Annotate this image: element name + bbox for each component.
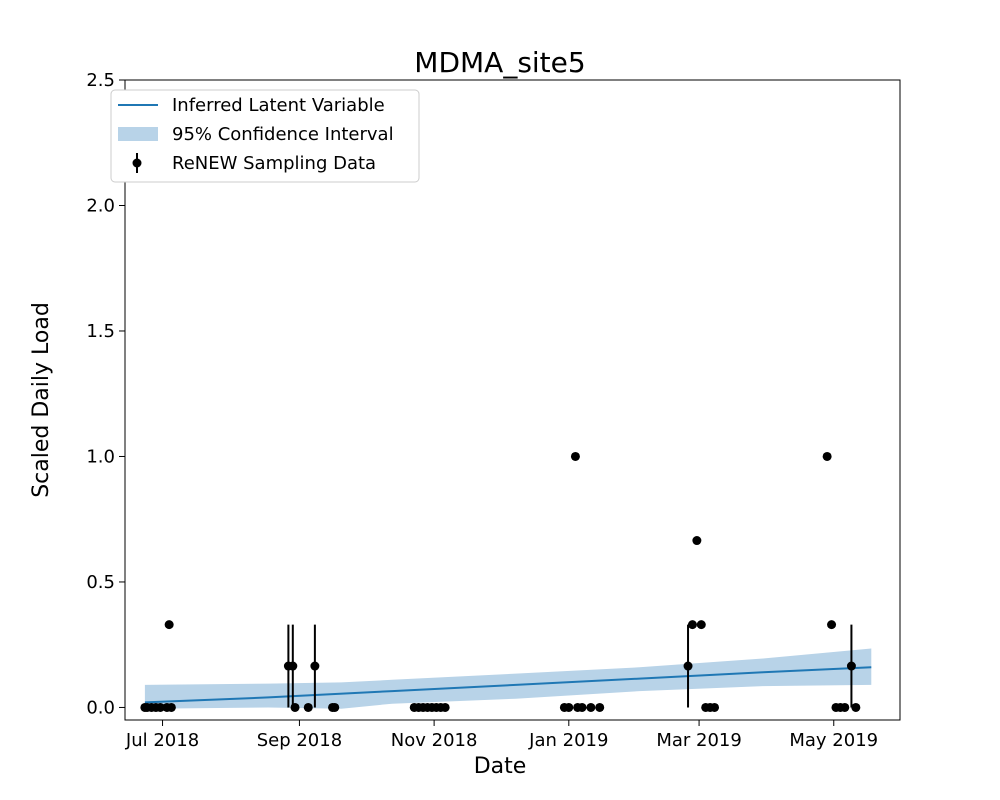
legend-entry-line: Inferred Latent Variable [172, 95, 385, 116]
data-point [570, 451, 580, 461]
x-tick-label: May 2019 [789, 730, 878, 751]
latent-line-layer [144, 666, 872, 704]
data-point [564, 702, 574, 712]
data-point [164, 620, 174, 630]
y-tick-label: 1.0 [86, 446, 115, 467]
x-tick-label: Jan 2019 [528, 730, 608, 751]
data-point [696, 620, 706, 630]
data-point [692, 536, 702, 546]
data-point [840, 702, 850, 712]
y-axis-ticks: 0.0 0.5 1.0 1.5 2.0 2.5 [86, 70, 125, 718]
data-point [440, 702, 450, 712]
plot-frame [124, 79, 901, 721]
legend-box [110, 89, 420, 183]
legend-entry-points: ReNEW Sampling Data [172, 153, 376, 174]
data-point [595, 702, 605, 712]
sampling-points-layer [140, 451, 861, 712]
chart-title: MDMA_site5 [414, 46, 585, 79]
y-tick-label: 2.5 [86, 70, 115, 91]
data-point [330, 702, 340, 712]
legend-band-swatch [118, 127, 158, 141]
legend-point-swatch [132, 158, 142, 168]
y-tick-label: 1.5 [86, 321, 115, 342]
data-point [827, 620, 837, 630]
data-point [687, 620, 697, 630]
data-point [710, 702, 720, 712]
y-tick-label: 0.0 [86, 697, 115, 718]
y-tick-label: 0.5 [86, 572, 115, 593]
y-tick-label: 2.0 [86, 195, 115, 216]
data-point [310, 661, 320, 671]
x-tick-label: Sep 2018 [257, 730, 342, 751]
data-point [303, 702, 313, 712]
data-point [822, 451, 832, 461]
legend: Inferred Latent Variable 95% Confidence … [110, 89, 420, 183]
data-point [290, 702, 300, 712]
confidence-band-layer [144, 648, 872, 709]
data-point [683, 661, 693, 671]
latent-variable-line [144, 666, 872, 704]
data-point [851, 702, 861, 712]
data-point [577, 702, 587, 712]
legend-entry-band: 95% Confidence Interval [172, 124, 394, 145]
x-tick-label: Mar 2019 [656, 730, 742, 751]
data-point [288, 661, 298, 671]
data-point [155, 702, 165, 712]
data-point [846, 661, 856, 671]
data-point [586, 702, 596, 712]
x-axis-label: Date [474, 754, 527, 779]
y-axis-label: Scaled Daily Load [29, 302, 54, 498]
confidence-band [144, 648, 872, 709]
x-axis-ticks: Jul 2018 Sep 2018 Nov 2018 Jan 2019 Mar 2019… [125, 720, 878, 751]
x-tick-label: Jul 2018 [125, 730, 199, 751]
x-tick-label: Nov 2018 [391, 730, 478, 751]
data-point [166, 702, 176, 712]
